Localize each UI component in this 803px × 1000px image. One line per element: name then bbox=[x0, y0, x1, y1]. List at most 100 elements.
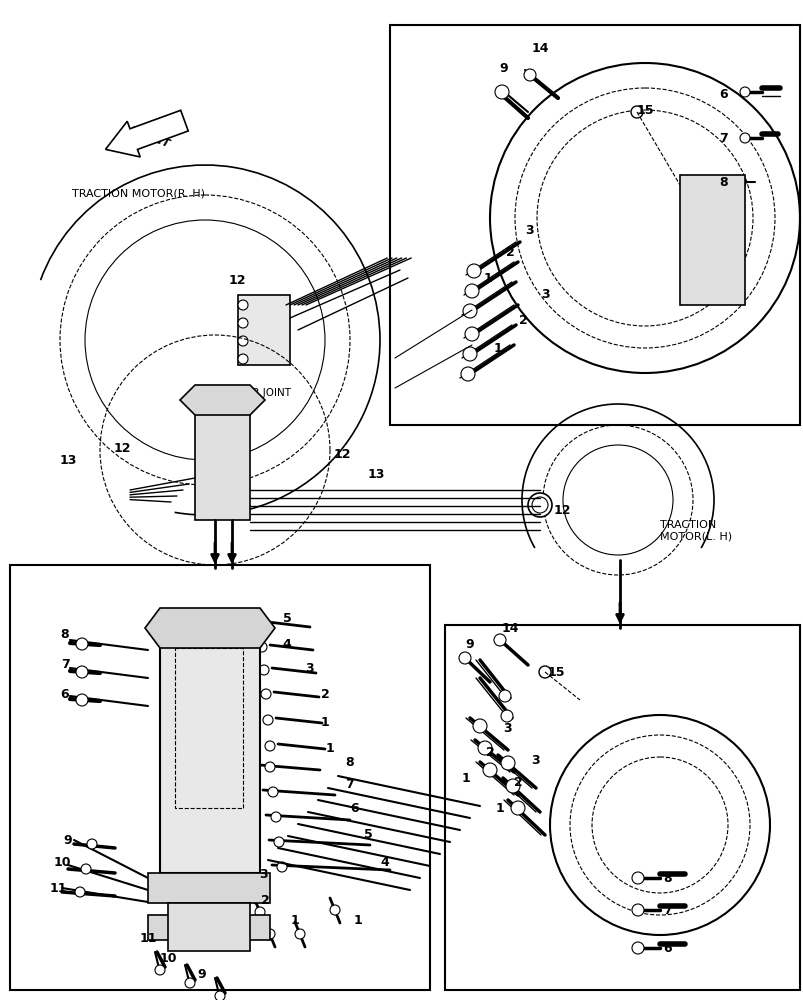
Text: 3: 3 bbox=[525, 224, 534, 236]
Text: 8: 8 bbox=[60, 629, 69, 642]
Text: 3: 3 bbox=[259, 868, 267, 882]
Text: 1: 1 bbox=[495, 802, 503, 814]
Circle shape bbox=[87, 839, 97, 849]
Circle shape bbox=[467, 264, 480, 278]
Text: 14: 14 bbox=[531, 41, 548, 54]
FancyArrow shape bbox=[105, 110, 188, 157]
Text: 2: 2 bbox=[505, 245, 514, 258]
Text: 7: 7 bbox=[662, 904, 671, 916]
Polygon shape bbox=[180, 385, 265, 415]
Bar bbox=[679, 175, 744, 305]
Circle shape bbox=[483, 763, 496, 777]
Text: 7: 7 bbox=[345, 778, 354, 792]
Circle shape bbox=[214, 991, 225, 1000]
Text: 7: 7 bbox=[60, 658, 69, 672]
Circle shape bbox=[185, 978, 195, 988]
Text: 10: 10 bbox=[53, 856, 71, 868]
Circle shape bbox=[723, 211, 731, 219]
Text: CENTER JOINT: CENTER JOINT bbox=[218, 388, 291, 398]
Bar bbox=[195, 400, 250, 520]
Text: 2: 2 bbox=[518, 314, 527, 326]
Circle shape bbox=[259, 665, 269, 675]
Text: 15: 15 bbox=[547, 666, 564, 678]
Circle shape bbox=[202, 748, 216, 762]
Circle shape bbox=[76, 638, 88, 650]
Text: 8: 8 bbox=[662, 871, 671, 884]
Text: 3: 3 bbox=[503, 722, 512, 734]
Text: 12: 12 bbox=[228, 273, 246, 286]
Circle shape bbox=[81, 864, 91, 874]
Text: 3: 3 bbox=[530, 754, 539, 766]
Text: TRACTION MOTOR(R. H): TRACTION MOTOR(R. H) bbox=[72, 188, 205, 198]
Circle shape bbox=[500, 710, 512, 722]
Text: 15: 15 bbox=[635, 104, 653, 116]
Circle shape bbox=[463, 347, 476, 361]
Text: 3: 3 bbox=[305, 662, 314, 674]
Circle shape bbox=[538, 666, 550, 678]
Circle shape bbox=[691, 260, 707, 276]
Circle shape bbox=[184, 619, 196, 631]
Text: 9: 9 bbox=[499, 62, 507, 75]
Circle shape bbox=[464, 284, 479, 298]
Circle shape bbox=[532, 497, 548, 513]
Circle shape bbox=[459, 652, 471, 664]
Circle shape bbox=[631, 942, 643, 954]
Circle shape bbox=[493, 634, 505, 646]
Text: 5: 5 bbox=[363, 828, 372, 842]
Text: 9: 9 bbox=[465, 639, 474, 652]
Circle shape bbox=[528, 493, 552, 517]
Polygon shape bbox=[145, 608, 275, 648]
Circle shape bbox=[739, 87, 749, 97]
Text: 7: 7 bbox=[719, 131, 728, 144]
Circle shape bbox=[691, 207, 707, 223]
Text: 9: 9 bbox=[63, 834, 72, 846]
Circle shape bbox=[164, 619, 176, 631]
Text: 1: 1 bbox=[325, 742, 334, 754]
Text: TRACTION
MOTOR(L. H): TRACTION MOTOR(L. H) bbox=[659, 520, 732, 542]
Circle shape bbox=[261, 689, 271, 699]
Circle shape bbox=[238, 318, 247, 328]
Circle shape bbox=[255, 619, 265, 629]
Circle shape bbox=[265, 929, 275, 939]
Text: 13: 13 bbox=[367, 468, 384, 482]
Circle shape bbox=[202, 711, 216, 725]
Text: 4: 4 bbox=[380, 856, 389, 868]
Circle shape bbox=[464, 327, 479, 341]
Bar bbox=[168, 903, 250, 951]
Text: 1: 1 bbox=[320, 716, 329, 728]
Text: 6: 6 bbox=[719, 89, 728, 102]
Circle shape bbox=[511, 801, 524, 815]
Text: 12: 12 bbox=[332, 448, 350, 462]
Circle shape bbox=[499, 690, 511, 702]
Text: 10: 10 bbox=[159, 952, 177, 964]
Circle shape bbox=[265, 762, 275, 772]
Circle shape bbox=[245, 885, 255, 895]
Bar bbox=[160, 628, 259, 873]
Circle shape bbox=[255, 907, 265, 917]
Text: 3: 3 bbox=[540, 288, 548, 302]
Text: 14: 14 bbox=[500, 621, 518, 635]
Bar bbox=[444, 625, 799, 990]
Circle shape bbox=[267, 787, 278, 797]
Text: 8: 8 bbox=[345, 756, 354, 768]
Circle shape bbox=[739, 133, 749, 143]
Circle shape bbox=[238, 300, 247, 310]
Circle shape bbox=[194, 740, 224, 770]
Bar bbox=[238, 295, 290, 365]
Circle shape bbox=[472, 719, 487, 733]
Circle shape bbox=[242, 619, 254, 631]
Text: 2: 2 bbox=[485, 746, 494, 758]
Circle shape bbox=[76, 694, 88, 706]
Text: 1: 1 bbox=[290, 914, 299, 926]
Text: 6: 6 bbox=[350, 802, 359, 814]
Circle shape bbox=[505, 779, 520, 793]
Circle shape bbox=[265, 741, 275, 751]
Circle shape bbox=[478, 741, 491, 755]
Text: 1: 1 bbox=[493, 342, 502, 355]
Text: 2: 2 bbox=[260, 894, 269, 906]
Circle shape bbox=[630, 106, 642, 118]
Text: 6: 6 bbox=[662, 942, 671, 954]
Circle shape bbox=[295, 929, 304, 939]
Text: 1: 1 bbox=[353, 914, 362, 926]
Text: FRONT: FRONT bbox=[128, 125, 172, 149]
